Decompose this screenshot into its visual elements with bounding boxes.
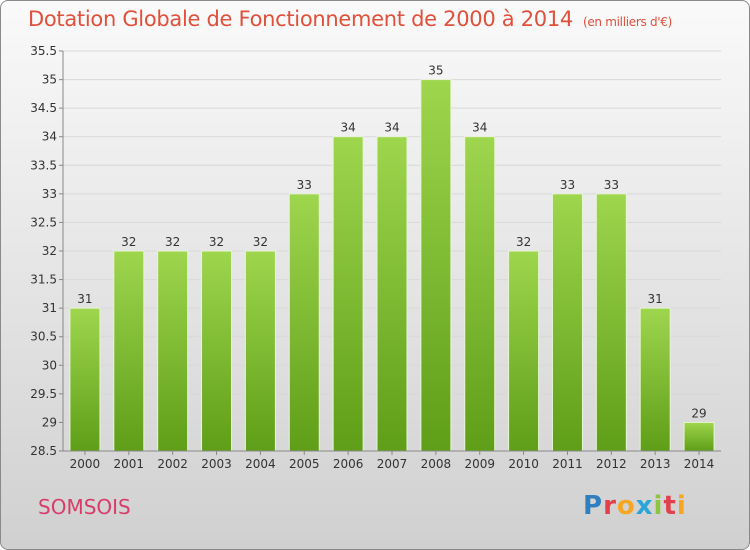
y-tick-label: 35	[42, 73, 57, 87]
bar-value-label: 31	[77, 292, 92, 306]
bar-value-label: 32	[516, 235, 531, 249]
bar	[595, 193, 627, 452]
logo-letter: P	[583, 491, 604, 521]
value-labels: 31 32 32 32 32 33 34 34 35 34 32 33 33 31 29	[77, 64, 706, 421]
bar-value-label: 32	[121, 235, 136, 249]
bar-value-label: 32	[165, 235, 180, 249]
x-tick-label: 2014	[684, 457, 715, 471]
x-tick-label: 2004	[245, 457, 276, 471]
x-tick-label: 2012	[596, 457, 627, 471]
bar	[288, 193, 320, 452]
bar-value-label: 32	[253, 235, 268, 249]
bar	[113, 250, 145, 452]
bar	[244, 250, 276, 452]
x-tick-label: 2005	[289, 457, 320, 471]
logo-letter: i	[653, 491, 664, 521]
bar	[332, 136, 364, 452]
y-tick-label: 29.5	[30, 387, 57, 401]
axes: 28.5 29 29.5 30 30.5 31 31.5 32 32.5 33 33.5 34 34.5…	[30, 44, 721, 471]
bar	[639, 307, 671, 452]
chart-title-text: Dotation Globale de Fonctionnement de 20…	[28, 7, 573, 31]
bar	[683, 421, 715, 452]
x-tick-label: 2003	[201, 457, 232, 471]
bar	[464, 136, 496, 452]
bar-value-label: 31	[648, 292, 663, 306]
bars	[69, 79, 715, 452]
logo-letter: o	[616, 491, 636, 521]
bar	[376, 136, 408, 452]
bar	[201, 250, 233, 452]
bar	[420, 79, 452, 452]
y-tick-label: 32	[42, 244, 57, 258]
bar	[551, 193, 583, 452]
bar-value-label: 35	[428, 64, 443, 78]
x-tick-label: 2006	[333, 457, 364, 471]
logo-letter: r	[603, 491, 617, 521]
logo-letter: i	[676, 491, 687, 521]
bar-value-label: 34	[472, 121, 487, 135]
bar-value-label: 33	[297, 178, 312, 192]
x-tick-label: 2011	[552, 457, 583, 471]
chart-title: Dotation Globale de Fonctionnement de 20…	[28, 7, 672, 31]
x-tick-label: 2008	[421, 457, 452, 471]
bar-value-label: 34	[384, 121, 399, 135]
bar-value-label: 34	[340, 121, 355, 135]
x-tick-label: 2009	[464, 457, 495, 471]
y-tick-label: 34	[42, 130, 57, 144]
bar-value-label: 29	[691, 406, 706, 420]
y-tick-label: 34.5	[30, 101, 57, 115]
y-tick-label: 32.5	[30, 215, 57, 229]
y-tick-label: 30	[42, 358, 57, 372]
bar	[69, 307, 101, 452]
logo-letter: x	[635, 491, 654, 521]
x-tick-label: 2000	[70, 457, 101, 471]
chart-unit: (en milliers d'€)	[582, 15, 672, 29]
y-tick-label: 33.5	[30, 158, 57, 172]
proxiti-logo[interactable]: Proxiti	[583, 491, 687, 521]
y-tick-label: 31.5	[30, 273, 57, 287]
x-tick-label: 2002	[157, 457, 188, 471]
logo-letter: t	[663, 491, 677, 521]
x-tick-label: 2007	[377, 457, 408, 471]
x-tick-label: 2010	[508, 457, 539, 471]
y-tick-label: 28.5	[30, 444, 57, 458]
bar-value-label: 32	[209, 235, 224, 249]
y-tick-label: 33	[42, 187, 57, 201]
bar-value-label: 33	[560, 178, 575, 192]
y-tick-label: 31	[42, 301, 57, 315]
x-tick-label: 2001	[114, 457, 145, 471]
y-tick-label: 35.5	[30, 44, 57, 58]
y-tick-label: 29	[42, 415, 57, 429]
y-tick-label: 30.5	[30, 330, 57, 344]
bar-value-label: 33	[604, 178, 619, 192]
bar	[508, 250, 540, 452]
bar	[157, 250, 189, 452]
x-tick-label: 2013	[640, 457, 671, 471]
commune-name: SOMSOIS	[38, 495, 131, 519]
